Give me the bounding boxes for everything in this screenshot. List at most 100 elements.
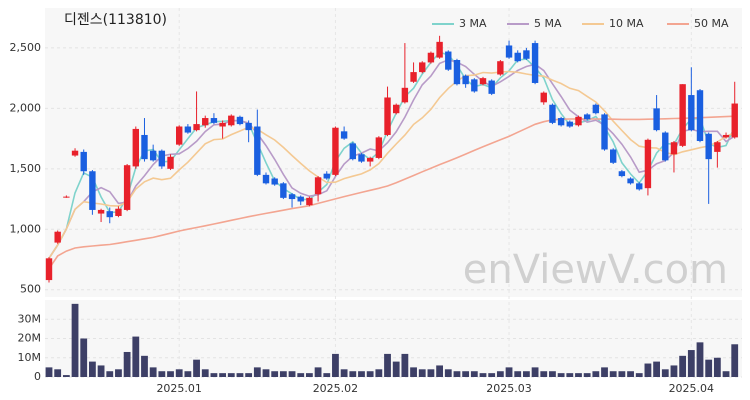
volume-bar (288, 371, 296, 377)
volume-bar (635, 373, 643, 377)
candle-body (158, 150, 166, 167)
candle-body (488, 80, 495, 94)
volume-bar (323, 373, 331, 377)
candle-body (375, 137, 383, 158)
volume-bar (306, 373, 313, 377)
x-tick-label: 2025.04 (669, 382, 715, 395)
volume-bar (158, 371, 166, 377)
volume-bar (462, 371, 470, 377)
volume-bar (236, 373, 244, 377)
volume-bar (89, 361, 96, 377)
candle-body (202, 118, 209, 126)
chart-title: 디젠스(113810) (64, 12, 167, 28)
volume-bar (410, 367, 417, 377)
volume-bar (201, 369, 209, 377)
volume-bar (132, 336, 140, 377)
candle-body (610, 149, 617, 163)
y-tick-label: 10M (18, 351, 42, 364)
volume-bar (184, 371, 192, 377)
candle-body (601, 114, 608, 150)
volume-bar (505, 367, 513, 377)
candle-body (583, 114, 591, 120)
y-tick-label: 2,000 (10, 101, 42, 114)
volume-bar (115, 369, 122, 377)
volume-bar (175, 369, 183, 377)
volume-bar (575, 373, 582, 377)
candle-body (314, 177, 322, 195)
volume-bar (210, 373, 218, 377)
volume-bar (540, 371, 548, 377)
y-tick-label: 500 (20, 283, 41, 296)
candle-body (566, 121, 573, 127)
volume-bar (713, 357, 721, 377)
x-tick-label: 2025.02 (313, 382, 359, 395)
volume-bar (444, 369, 452, 377)
candle-body (636, 183, 643, 190)
candle-body (462, 75, 469, 85)
candle-body (288, 194, 296, 200)
volume-bar (97, 365, 105, 377)
volume-bar (427, 369, 435, 377)
candle-body (297, 196, 304, 202)
y-tick-label: 0 (34, 370, 41, 383)
volume-bar (227, 373, 235, 377)
candle-body (236, 116, 244, 125)
volume-bar (340, 369, 348, 377)
volume-bar (358, 371, 365, 377)
volume-bar (262, 369, 270, 377)
candle-body (210, 118, 218, 123)
candle-body (505, 45, 513, 58)
volume-bar (80, 338, 88, 377)
candle-body (262, 174, 270, 184)
candle-body (427, 52, 435, 63)
candle-body (63, 196, 70, 198)
volume-bar (71, 303, 79, 377)
candle-body (662, 132, 669, 161)
candle-body (89, 171, 96, 210)
candle-body (245, 122, 252, 131)
candle-body (401, 87, 409, 103)
volume-bar (470, 371, 478, 377)
candle-body (193, 124, 200, 131)
ma-line (48, 115, 735, 270)
candle-body (184, 126, 192, 133)
candle-body (132, 128, 139, 167)
volume-bar (141, 355, 148, 377)
volume-bar (566, 373, 574, 377)
candle-body (167, 156, 174, 169)
volume-bar (54, 369, 62, 377)
candle-body (722, 134, 730, 138)
candle-body (340, 131, 348, 139)
candle-body (71, 150, 79, 156)
volume-bar (245, 373, 253, 377)
volume-bar (453, 371, 461, 377)
candle-body (280, 183, 287, 198)
volume-bar (696, 342, 704, 377)
volume-bar (271, 371, 279, 377)
candle-body (141, 134, 148, 160)
candle-body (306, 197, 313, 206)
volume-bar (392, 361, 400, 377)
volume-bar (601, 367, 608, 377)
candle-body (384, 97, 391, 135)
volume-bar (687, 350, 695, 377)
candle-body (436, 41, 443, 58)
volume-bar (661, 369, 669, 377)
volume-bar (653, 361, 660, 377)
legend-label: 50 MA (694, 17, 729, 30)
candle-body (670, 142, 678, 155)
volume-bar (549, 371, 556, 377)
candle-body (123, 165, 131, 210)
candle-body (410, 72, 417, 82)
candle-body (80, 151, 87, 172)
volume-bar (488, 373, 496, 377)
volume-bar (314, 367, 322, 377)
candle-body (471, 79, 478, 92)
volume-bar (279, 371, 287, 377)
volume-bar (618, 371, 626, 377)
candle-body (323, 173, 330, 179)
legend-label: 10 MA (609, 17, 644, 30)
volume-bar (349, 371, 357, 377)
volume-bar (106, 371, 114, 377)
